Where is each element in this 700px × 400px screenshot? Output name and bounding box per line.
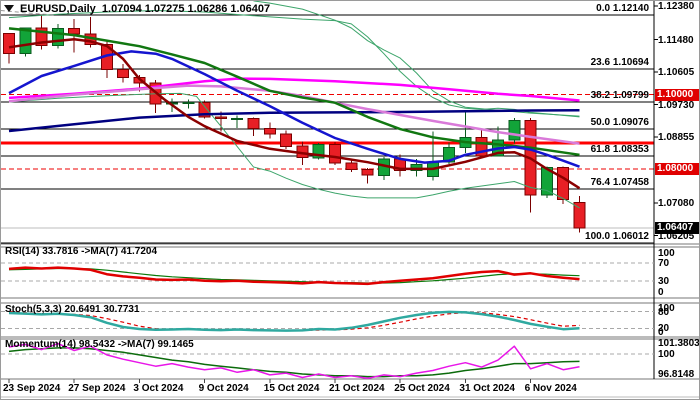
date-label: 15 Oct 2024 [263, 383, 320, 394]
date-label: 9 Oct 2024 [198, 383, 249, 394]
alert-price-label: 1.08000 [655, 162, 699, 175]
symbol-timeframe-label: EURUSD,Daily [20, 3, 96, 15]
fib-level-label: 0.0 1.12140 [596, 3, 649, 14]
rsi-axis-label: 0 [658, 287, 664, 298]
momentum-axis-label: 101.3803 [658, 338, 700, 349]
date-label: 23 Sep 2024 [3, 383, 61, 394]
triangle-down-icon[interactable] [4, 5, 14, 12]
fib-level-label: 50.0 1.09076 [590, 116, 649, 128]
date-label: 25 Oct 2024 [394, 383, 450, 394]
chart-title-bar: EURUSD,Daily 1.07094 1.07275 1.06286 1.0… [4, 3, 270, 15]
rsi-axis-label: 30 [658, 275, 670, 287]
momentum-panel-title: Momentum(14) 98.5432 ->MA(7) 99.1465 [5, 339, 194, 350]
date-label: 27 Sep 2024 [68, 383, 126, 394]
alert-price-label: 1.10000 [655, 88, 699, 101]
price-axis-label: 1.11480 [658, 34, 694, 46]
price-axis-label: 1.06205 [658, 230, 695, 242]
price-axis-label: 1.09730 [658, 99, 695, 111]
price-axis-label: 1.07080 [658, 198, 695, 210]
stoch-panel-title: Stoch(5,3,3) 20.6491 30.7731 [5, 304, 140, 315]
price-axis-label: 1.12380 [658, 1, 695, 13]
rsi-panel-title: RSI(14) 33.7816 ->MA(7) 41.7204 [5, 246, 158, 257]
fib-level-label: 38.2 1.09799 [590, 90, 649, 102]
date-label: 3 Oct 2024 [133, 383, 184, 394]
fib-level-label: 100.0 1.06012 [585, 230, 649, 242]
fib-level-label: 61.8 1.08353 [590, 143, 649, 155]
ohlc-values: 1.07094 1.07275 1.06286 1.06407 [101, 3, 271, 15]
stoch-axis-label: 0 [658, 326, 664, 338]
fib-level-label: 23.6 1.10694 [590, 56, 649, 68]
price-axis-label: 1.10605 [658, 67, 695, 79]
date-label: 6 Nov 2024 [524, 383, 577, 394]
fib-level-label: 76.4 1.07458 [590, 177, 649, 189]
current-price-label: 1.06407 [655, 222, 699, 235]
rsi-axis-label: 70 [658, 258, 670, 270]
momentum-axis-label: 100 [658, 349, 675, 360]
stoch-axis-label: 20 [658, 323, 670, 335]
date-label: 31 Oct 2024 [459, 383, 515, 394]
stoch-axis-label: 80 [658, 306, 670, 318]
date-label: 21 Oct 2024 [329, 383, 385, 394]
price-axis-label: 1.08855 [658, 132, 695, 144]
stoch-axis-label: 100 [658, 303, 675, 314]
momentum-axis-label: 96.8148 [658, 369, 695, 380]
rsi-axis-label: 100 [658, 248, 675, 259]
